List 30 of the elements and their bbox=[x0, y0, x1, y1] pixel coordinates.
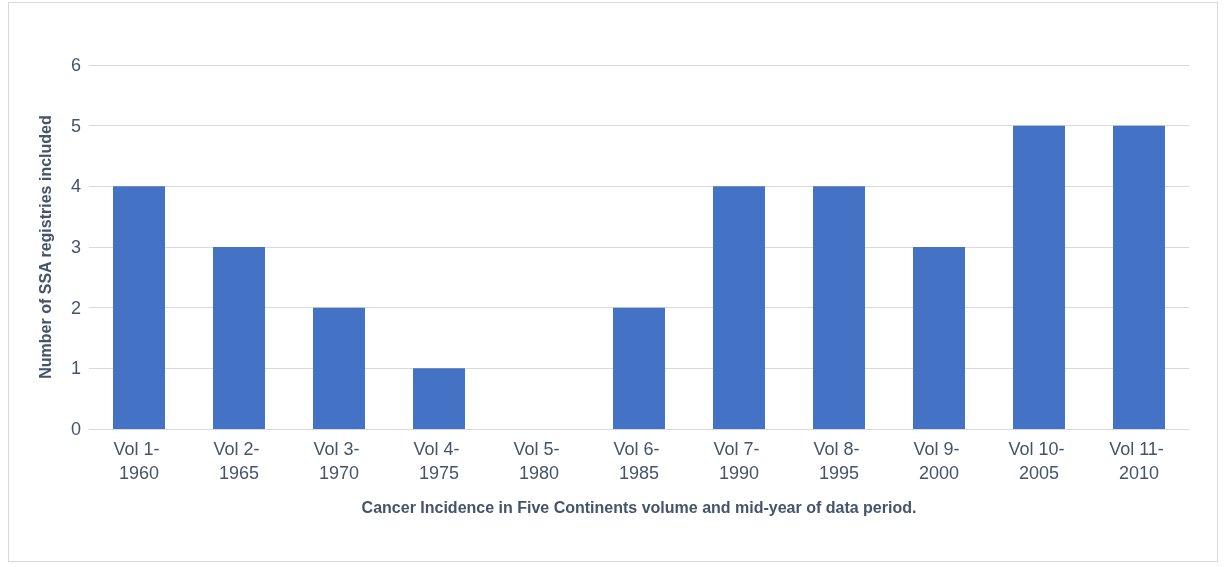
bar bbox=[613, 307, 665, 429]
x-tick-label: Vol 9- 2000 bbox=[913, 439, 965, 483]
y-tick-label: 6 bbox=[70, 55, 81, 75]
x-tick-label: Vol 6- 1985 bbox=[613, 439, 665, 483]
x-tick-label: Vol 1- 1960 bbox=[113, 439, 165, 483]
bar bbox=[1013, 125, 1065, 429]
x-tick-label: Vol 3- 1970 bbox=[313, 439, 365, 483]
bar bbox=[913, 247, 965, 429]
x-tick-label: Vol 5- 1980 bbox=[513, 439, 565, 483]
y-tick-label: 0 bbox=[70, 419, 81, 439]
bar bbox=[713, 186, 765, 429]
bar bbox=[313, 307, 365, 429]
x-tick-label: Vol 4- 1975 bbox=[413, 439, 465, 483]
bar bbox=[213, 247, 265, 429]
x-tick-label: Vol 2- 1965 bbox=[213, 439, 265, 483]
x-tick-label: Vol 11- 2010 bbox=[1109, 439, 1169, 483]
y-axis-title: Number of SSA registries included bbox=[36, 115, 54, 379]
x-tick-label: Vol 10- 2005 bbox=[1008, 439, 1070, 483]
bar bbox=[813, 186, 865, 429]
y-tick-label: 3 bbox=[70, 237, 81, 257]
y-tick-label: 1 bbox=[70, 358, 81, 379]
x-tick-label: Vol 7- 1990 bbox=[713, 439, 765, 483]
bar bbox=[1113, 125, 1165, 429]
y-tick-label: 4 bbox=[70, 176, 81, 197]
x-tick-label: Vol 8- 1995 bbox=[813, 439, 865, 483]
bar bbox=[113, 186, 165, 429]
y-tick-label: 5 bbox=[70, 115, 81, 136]
x-axis-title: Cancer Incidence in Five Continents volume and mid-year of data period. bbox=[361, 498, 917, 516]
y-tick-label: 2 bbox=[70, 297, 81, 318]
bar bbox=[413, 368, 465, 429]
